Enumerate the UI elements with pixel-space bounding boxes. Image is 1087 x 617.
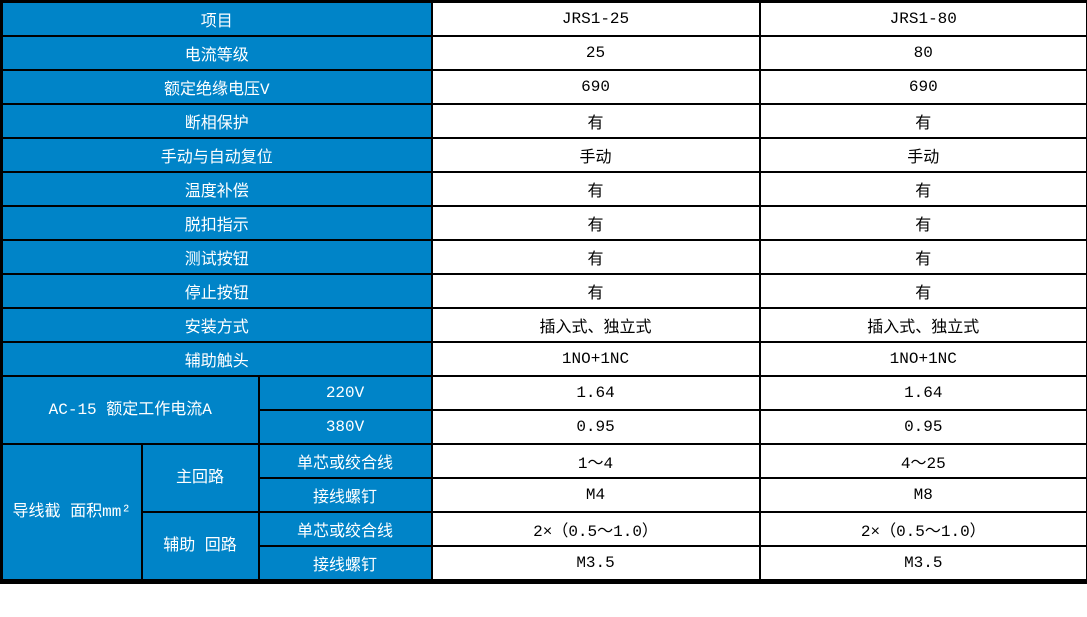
value-cell: 80: [758, 35, 1087, 71]
row-label-cell: 断相保护: [0, 103, 433, 139]
table-row: 安装方式 插入式、独立式 插入式、独立式: [0, 307, 1087, 343]
value-cell: 有: [758, 205, 1087, 241]
value-cell: 25: [430, 35, 761, 71]
value-cell: M4: [430, 477, 761, 513]
wire-type-label-cell: 单芯或绞合线: [257, 511, 433, 547]
table-row: 额定绝缘电压V 690 690: [0, 69, 1087, 105]
value-cell: 2×（0.5～1.0）: [758, 511, 1087, 547]
table-row: 停止按钮 有 有: [0, 273, 1087, 309]
row-label-cell: 电流等级: [0, 35, 433, 71]
row-label-cell: 额定绝缘电压V: [0, 69, 433, 105]
value-cell: 有: [430, 171, 761, 207]
wire-type-label-cell: 接线螺钉: [257, 477, 433, 513]
row-label-cell: 测试按钮: [0, 239, 433, 275]
table-row: 断相保护 有 有: [0, 103, 1087, 139]
table-row-ac15-220v: AC-15 额定工作电流A 220V 1.64 1.64: [0, 375, 1087, 445]
value-cell: 有: [758, 273, 1087, 309]
value-cell: 690: [430, 69, 761, 105]
table-row-wire-main-screw: 接线螺钉 M4 M8: [2, 477, 1087, 513]
value-cell: 1NO+1NC: [430, 341, 761, 377]
table-row-ac15-380v: 380V 0.95 0.95: [2, 409, 1087, 445]
row-label-cell: 手动与自动复位: [0, 137, 433, 173]
value-cell: 手动: [758, 137, 1087, 173]
row-label-cell: 脱扣指示: [0, 205, 433, 241]
value-cell: 1NO+1NC: [758, 341, 1087, 377]
table-row: 手动与自动复位 手动 手动: [0, 137, 1087, 173]
table-row: 测试按钮 有 有: [0, 239, 1087, 275]
value-cell: 0.95: [758, 409, 1087, 445]
row-label-cell: 温度补偿: [0, 171, 433, 207]
value-cell: 690: [758, 69, 1087, 105]
value-cell: 有: [758, 103, 1087, 139]
ac15-group-label-cell: AC-15 额定工作电流A: [0, 375, 260, 445]
voltage-label-cell: 220V: [257, 375, 433, 411]
value-cell: 0.95: [430, 409, 761, 445]
value-cell: 1～4: [430, 443, 761, 479]
voltage-label-cell: 380V: [257, 409, 433, 445]
table-row-header: 项目 JRS1-25 JRS1-80: [0, 0, 1087, 37]
value-cell: 2×（0.5～1.0）: [430, 511, 761, 547]
table-row: 辅助触头 1NO+1NC 1NO+1NC: [0, 341, 1087, 377]
value-cell: 4～25: [758, 443, 1087, 479]
value-cell: 有: [430, 103, 761, 139]
row-label-cell: 安装方式: [0, 307, 433, 343]
table-row: 电流等级 25 80: [0, 35, 1087, 71]
table-row-wire-aux-screw: 接线螺钉 M3.5 M3.5: [2, 545, 1087, 583]
wire-type-label-cell: 单芯或绞合线: [257, 443, 433, 479]
value-cell: 有: [430, 205, 761, 241]
value-cell: 手动: [430, 137, 761, 173]
value-cell: 插入式、独立式: [430, 307, 761, 343]
spec-table: 项目 JRS1-25 JRS1-80 电流等级 25 80 额定绝缘电压V 69…: [0, 0, 1087, 584]
value-cell: 1.64: [430, 375, 761, 411]
value-cell: 有: [758, 239, 1087, 275]
value-cell: M3.5: [430, 545, 761, 583]
value-cell: 1.64: [758, 375, 1087, 411]
wire-type-label-cell: 接线螺钉: [257, 545, 433, 583]
table-row-wire-main-strand: 导线截 面积mm² 主回路 单芯或绞合线 1～4 4～25: [0, 443, 1087, 583]
table-row-wire-aux-strand: 辅助 回路 单芯或绞合线 2×（0.5～1.0） 2×（0.5～1.0）: [2, 511, 1087, 583]
main-circuit-label-cell: 主回路: [140, 443, 260, 513]
row-label-cell: 辅助触头: [0, 341, 433, 377]
table-row: 温度补偿 有 有: [0, 171, 1087, 207]
value-cell: 插入式、独立式: [758, 307, 1087, 343]
model-header-jrs1-25: JRS1-25: [430, 0, 761, 37]
wire-group-label-cell: 导线截 面积mm²: [0, 443, 143, 583]
model-header-jrs1-80: JRS1-80: [758, 0, 1087, 37]
item-header-cell: 项目: [0, 0, 433, 37]
value-cell: M3.5: [758, 545, 1087, 583]
value-cell: M8: [758, 477, 1087, 513]
value-cell: 有: [430, 273, 761, 309]
table-row: 脱扣指示 有 有: [0, 205, 1087, 241]
value-cell: 有: [430, 239, 761, 275]
row-label-cell: 停止按钮: [0, 273, 433, 309]
value-cell: 有: [758, 171, 1087, 207]
aux-circuit-label-cell: 辅助 回路: [140, 511, 260, 583]
